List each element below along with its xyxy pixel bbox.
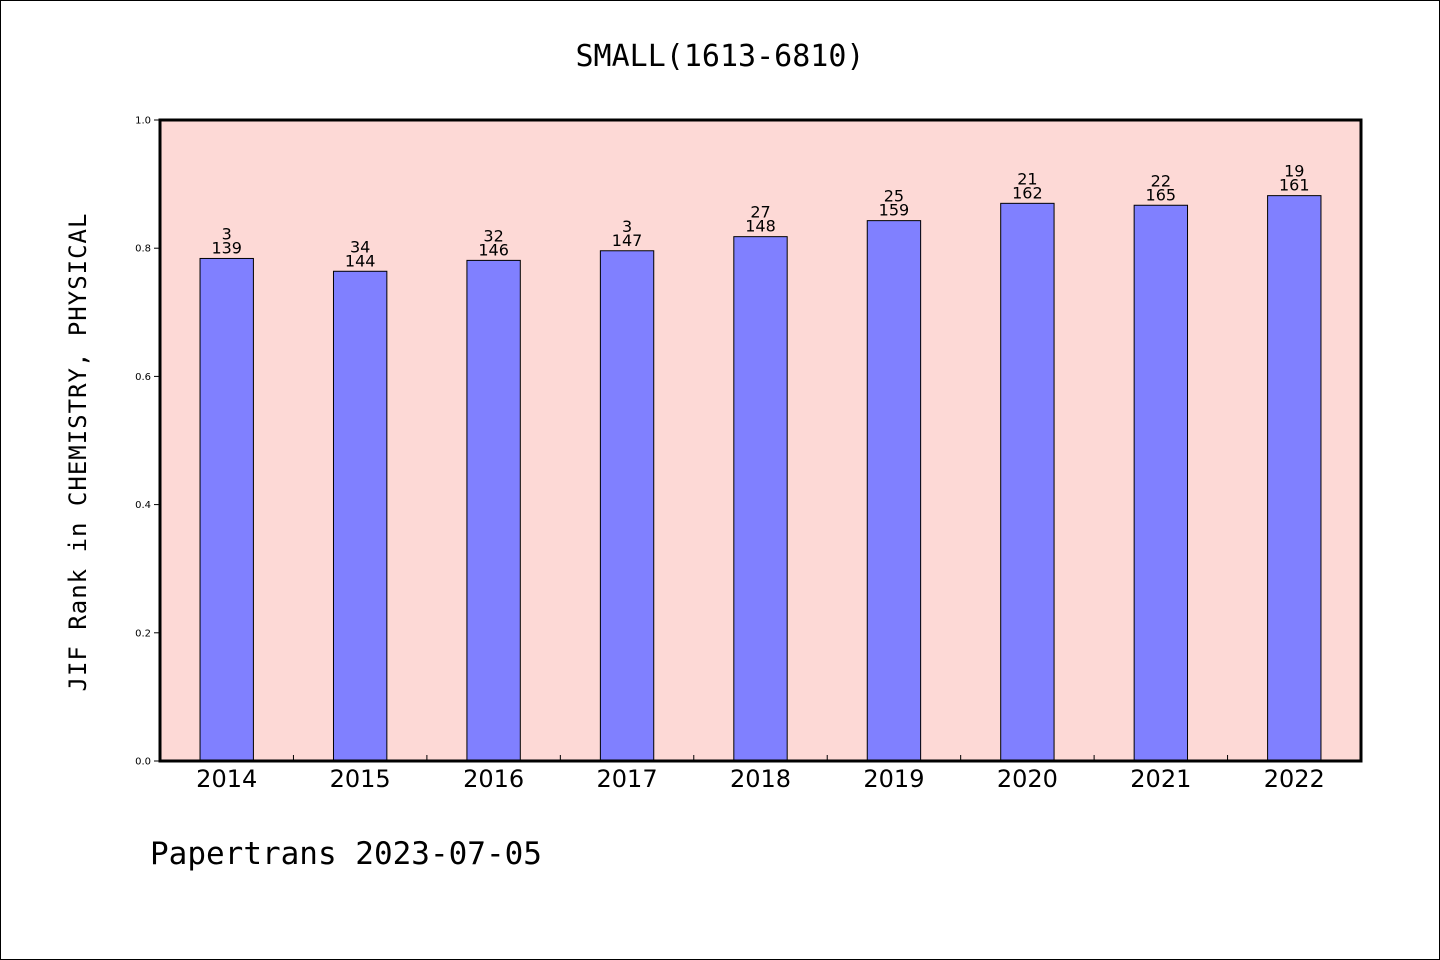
bar xyxy=(1000,202,1055,762)
bar-total-label: 162 xyxy=(1012,183,1043,202)
footer-text: Papertrans 2023-07-05 xyxy=(150,836,542,872)
bar-total-label: 159 xyxy=(879,201,910,220)
bar-total-label: 144 xyxy=(345,251,376,270)
x-tick-label: 2018 xyxy=(730,765,791,793)
bar-total-label: 139 xyxy=(211,238,242,257)
bar-rank-label: 25 xyxy=(884,187,904,206)
x-tick-label: 2022 xyxy=(1264,765,1325,793)
labels-layer: 0.00.20.40.60.81.02014139320151443420161… xyxy=(135,116,1325,794)
bar-rank-label: 3 xyxy=(222,224,232,243)
bar-total-label: 165 xyxy=(1146,185,1177,204)
x-tick-label: 2015 xyxy=(330,765,391,793)
bar-rank-label: 21 xyxy=(1017,169,1037,188)
bar-rank-label: 27 xyxy=(750,203,770,222)
y-tick-label: 0.0 xyxy=(135,757,151,768)
y-tick-label: 0.6 xyxy=(135,372,151,383)
bar-rank-label: 34 xyxy=(350,237,370,256)
y-tick-label: 0.2 xyxy=(135,628,151,639)
bars-layer xyxy=(199,195,1322,762)
x-tick-label: 2014 xyxy=(196,765,257,793)
bar xyxy=(599,250,655,762)
bar xyxy=(733,236,788,762)
bar xyxy=(1267,195,1322,762)
bar-rank-label: 22 xyxy=(1151,171,1171,190)
y-tick-label: 1.0 xyxy=(135,116,151,127)
y-axis-label: JIF Rank in CHEMISTRY, PHYSICAL xyxy=(64,213,92,692)
x-tick-label: 2019 xyxy=(863,765,924,793)
bar xyxy=(466,259,521,762)
y-tick-label: 0.4 xyxy=(135,500,151,511)
bar-total-label: 161 xyxy=(1279,176,1310,195)
bar-rank-label: 19 xyxy=(1284,162,1304,181)
bar-total-label: 148 xyxy=(745,217,776,236)
bar xyxy=(866,220,922,762)
x-tick-label: 2021 xyxy=(1130,765,1191,793)
bar xyxy=(199,257,254,762)
bar xyxy=(1133,204,1189,762)
bar-total-label: 147 xyxy=(612,231,643,250)
x-tick-label: 2016 xyxy=(463,765,524,793)
bar-total-label: 146 xyxy=(478,240,509,259)
bar xyxy=(332,270,388,762)
plot-border xyxy=(158,118,1363,763)
x-tick-label: 2020 xyxy=(997,765,1058,793)
x-tick-label: 2017 xyxy=(597,765,658,793)
bar-rank-label: 3 xyxy=(622,217,632,236)
bar-rank-label: 32 xyxy=(483,226,503,245)
chart-title: SMALL(1613-6810) xyxy=(576,39,865,74)
y-tick-label: 0.8 xyxy=(135,244,151,255)
